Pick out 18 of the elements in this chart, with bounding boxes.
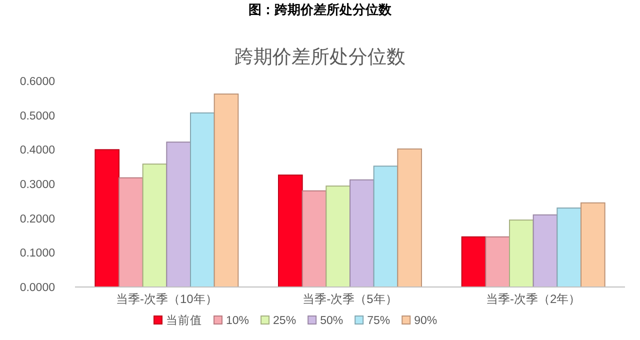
y-tick-label: 0.2000 [20,213,55,226]
y-tick-label: 0.0000 [20,282,55,294]
legend-label: 90% [414,315,438,327]
x-tick-label: 当季-次季（10年） [116,292,218,306]
chart-title: 跨期价差所处分位数 [234,47,406,68]
legend-label: 10% [226,315,250,327]
x-tick-label: 当季-次季（2年） [486,292,581,306]
y-tick-label: 0.4000 [20,144,55,157]
legend-label: 75% [367,315,390,327]
text: 图：跨期价差所处分位数 [248,2,392,17]
x-tick-label: 当季-次季（5年） [302,292,398,306]
legend-label: 25% [273,315,296,327]
y-tick-label: 0.6000 [20,76,55,88]
y-tick-label: 0.3000 [20,179,55,191]
legend-label: 50% [320,315,344,327]
y-tick-label: 0.5000 [20,110,55,122]
y-tick-label: 0.1000 [20,248,55,260]
legend-label: 当前值 [166,314,202,327]
